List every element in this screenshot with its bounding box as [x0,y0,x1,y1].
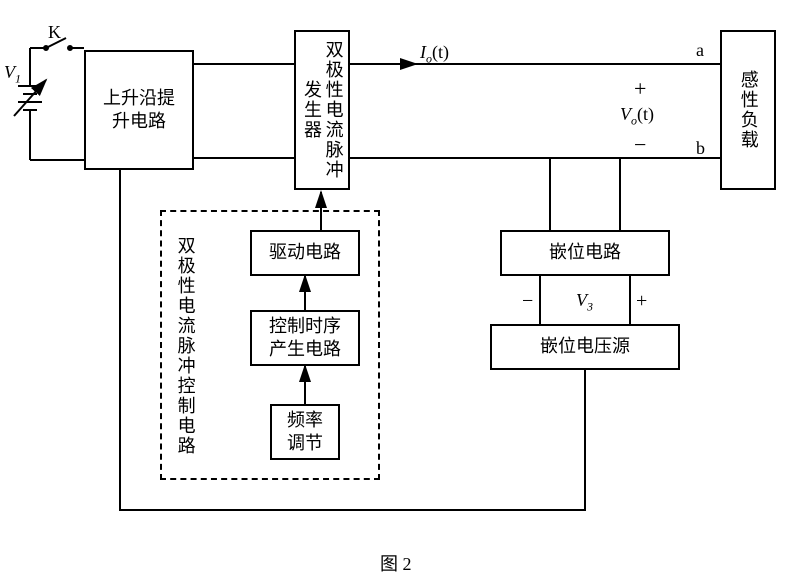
wiring-svg [0,0,800,581]
switch-k-icon [44,38,72,50]
source-v1-icon [14,68,46,130]
